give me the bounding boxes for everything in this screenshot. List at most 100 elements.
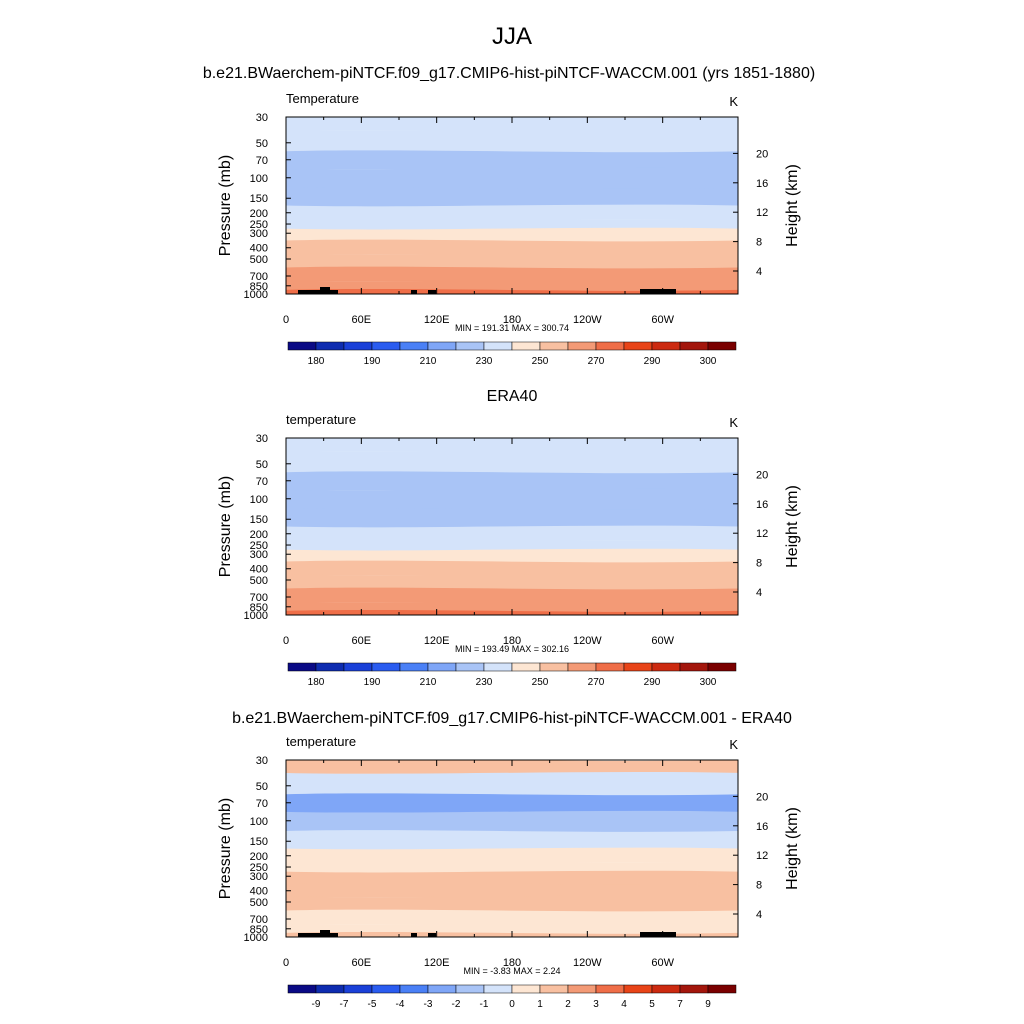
pressure-tick-label: 50 (256, 781, 268, 793)
colorbar-box (539, 662, 569, 672)
contour-band (286, 227, 738, 242)
colorbar-box (511, 341, 541, 351)
height-tick-label: 12 (756, 528, 768, 540)
colorbar-box (707, 984, 737, 994)
colorbar-box (315, 984, 345, 994)
x-tick-label: 60W (651, 957, 674, 969)
contour-band (286, 508, 738, 528)
y-axis-label-right: Height (km) (784, 807, 801, 890)
height-tick-label: 4 (756, 909, 762, 921)
contour-band (286, 280, 738, 291)
pressure-tick-label: 70 (256, 476, 268, 488)
contour-band (286, 252, 738, 269)
contour-band (286, 895, 738, 912)
colorbar-box (511, 984, 541, 994)
x-tick-label: 180 (503, 635, 521, 647)
colorbar-label: 0 (509, 999, 515, 1010)
colorbar-box (371, 984, 401, 994)
topography-block (330, 933, 338, 937)
colorbar-box (427, 984, 457, 994)
x-tick-label: 60E (352, 957, 372, 969)
chart-panel-2: ERA40 temperature K 0 60E 120E 180 120W 60W MIN =… (217, 388, 801, 688)
chart-panel-3: b.e21.BWaerchem-piNTCF.f09_g17.CMIP6-his… (217, 710, 801, 1010)
colorbar-label: 2 (565, 999, 571, 1010)
height-tick-label: 8 (756, 237, 762, 249)
x-tick-label: 60E (352, 635, 372, 647)
colorbar-label: 3 (593, 999, 599, 1010)
units-label: K (729, 94, 738, 109)
colorbar-box (287, 984, 317, 994)
contour-band (286, 909, 738, 925)
contour-band (286, 870, 738, 885)
colorbar-box (287, 341, 317, 351)
colorbar-box (651, 341, 681, 351)
colorbar-label: 4 (621, 999, 627, 1010)
colorbar-label: 290 (644, 356, 661, 367)
pressure-tick-label: 1000 (244, 289, 268, 301)
topography-block (640, 932, 676, 937)
colorbar-label: -2 (452, 999, 461, 1010)
contour-band (286, 438, 738, 452)
height-tick-label: 12 (756, 850, 768, 862)
colorbar-label: -7 (340, 999, 349, 1010)
pressure-tick-label: 400 (250, 886, 268, 898)
pressure-tick-label: 200 (250, 851, 268, 863)
pressure-tick-label: 300 (250, 549, 268, 561)
pressure-tick-label: 500 (250, 254, 268, 266)
contour-band (286, 217, 738, 230)
colorbar-box (287, 662, 317, 672)
colorbar-box (651, 662, 681, 672)
contour-band (286, 450, 738, 474)
x-tick-label: 120W (573, 314, 602, 326)
x-tick-label: 60E (352, 314, 372, 326)
colorbar-box (567, 662, 597, 672)
colorbar-label: 190 (364, 677, 381, 688)
height-tick-label: 16 (756, 499, 768, 511)
colorbar-label: 1 (537, 999, 543, 1010)
contour-band (286, 587, 738, 603)
colorbar-box (343, 341, 373, 351)
pressure-tick-label: 1000 (244, 932, 268, 944)
pressure-tick-label: 150 (250, 514, 268, 526)
colorbar-label: 7 (677, 999, 683, 1010)
variable-label: temperature (286, 734, 356, 749)
colorbar-label: 300 (700, 677, 717, 688)
colorbar-label: 210 (420, 677, 437, 688)
y-axis-label: Pressure (mb) (217, 155, 234, 256)
colorbar-box (455, 662, 485, 672)
colorbar-box (371, 341, 401, 351)
pressure-tick-label: 250 (250, 540, 268, 552)
colorbar-label: 230 (476, 677, 493, 688)
colorbar-box (679, 341, 709, 351)
colorbar-box (483, 341, 513, 351)
pressure-tick-label: 100 (250, 494, 268, 506)
x-tick-label: 120W (573, 635, 602, 647)
colorbar-box (343, 984, 373, 994)
x-tick-label: 60W (651, 314, 674, 326)
colorbar-label: -4 (396, 999, 405, 1010)
topography-block (428, 290, 436, 294)
units-label: K (729, 737, 738, 752)
y-axis-label: Pressure (mb) (217, 798, 234, 899)
pressure-tick-label: 850 (250, 924, 268, 936)
colorbar-label: 190 (364, 356, 381, 367)
y-axis-label-right: Height (km) (784, 164, 801, 247)
colorbar-label: 230 (476, 356, 493, 367)
x-tick-label: 0 (283, 314, 289, 326)
pressure-tick-label: 70 (256, 155, 268, 167)
pressure-tick-label: 200 (250, 208, 268, 220)
colorbar-label: -5 (368, 999, 377, 1010)
colorbar-box (427, 341, 457, 351)
colorbar-box (707, 341, 737, 351)
pressure-tick-label: 150 (250, 836, 268, 848)
colorbar-label: 250 (532, 356, 549, 367)
topography-block (330, 290, 338, 294)
pressure-tick-label: 250 (250, 862, 268, 874)
contour-fill (286, 438, 738, 615)
contour-band (286, 601, 738, 612)
topography-block (320, 930, 330, 937)
colorbar-label: -1 (480, 999, 489, 1010)
x-tick-label: 180 (503, 314, 521, 326)
colorbar-box (595, 662, 625, 672)
